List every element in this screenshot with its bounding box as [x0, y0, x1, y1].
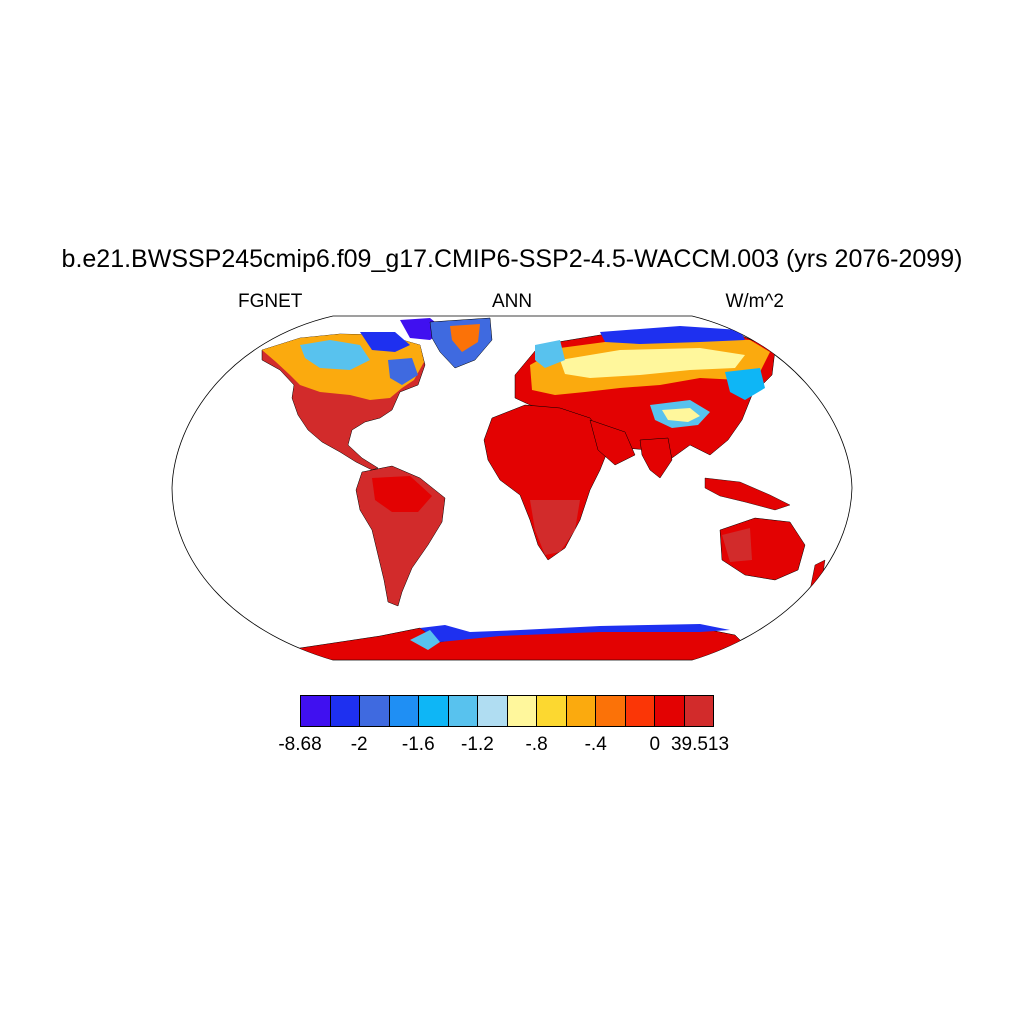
siberia-yellow-band — [560, 348, 745, 378]
colorbar-tick-label: -2 — [350, 734, 368, 755]
colorbar — [300, 695, 714, 727]
scandinavia-blue — [535, 340, 565, 368]
colorbar-box — [506, 695, 537, 727]
colorbar-tick-labels: -8.68 -2 -1.6 -1.2 -.8 -.4 0 39.513 — [0, 734, 1024, 758]
colorbar-box — [300, 695, 331, 727]
colorbar-tick-label: -8.68 — [278, 734, 322, 755]
southeast-asia-islands — [704, 477, 791, 511]
arctic-russia-blue — [600, 326, 745, 344]
units-label: W/m^2 — [725, 291, 784, 312]
colorbar-box — [477, 695, 508, 727]
colorbar-box — [565, 695, 596, 727]
plot-title: b.e21.BWSSP245cmip6.f09_g17.CMIP6-SSP2-4… — [61, 245, 963, 273]
variable-label: FGNET — [238, 291, 303, 312]
colorbar-tick-label: 0 — [649, 734, 661, 755]
colorbar-box — [624, 695, 655, 727]
antarctic-peninsula — [410, 630, 440, 650]
colorbar-box — [418, 695, 449, 727]
arabian-peninsula — [589, 419, 636, 466]
colorbar-box — [536, 695, 567, 727]
australia-west — [722, 528, 752, 562]
season-label: ANN — [491, 291, 533, 312]
tibet-core — [662, 408, 700, 422]
africa — [483, 404, 611, 561]
canada-blue-patch — [300, 340, 370, 370]
colorbar-tick-label: 39.513 — [670, 734, 730, 755]
antarctica-coast-blue — [420, 624, 730, 642]
hudson-blue-patch — [360, 332, 410, 352]
east-siberia-blue — [725, 368, 765, 400]
colorbar-box — [359, 695, 390, 727]
colorbar-box — [683, 695, 714, 727]
quebec-blue-patch — [388, 358, 418, 385]
southern-africa — [530, 500, 580, 555]
colorbar-tick-label: -.8 — [525, 734, 548, 755]
colorbar-box — [595, 695, 626, 727]
india — [639, 437, 673, 479]
colorbar-tick-label: -.4 — [584, 734, 607, 755]
colorbar-box — [447, 695, 478, 727]
amazon-region — [372, 476, 432, 512]
colorbar-box — [329, 695, 360, 727]
colorbar-tick-label: -1.2 — [461, 734, 494, 755]
colorbar-box — [388, 695, 419, 727]
colorbar-tick-label: -1.6 — [401, 734, 435, 755]
colorbar-box — [654, 695, 685, 727]
greenland-ice-core — [450, 324, 480, 352]
